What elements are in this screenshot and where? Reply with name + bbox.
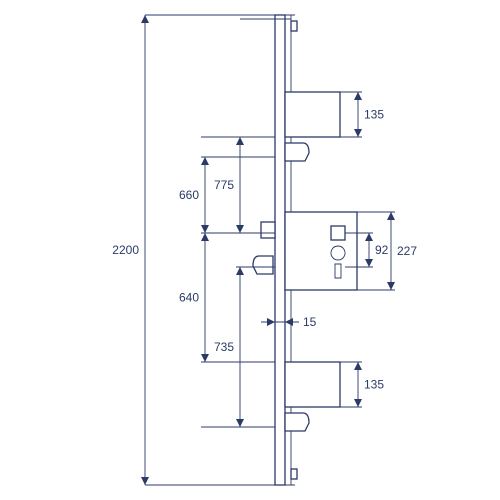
dim-label: 775 — [214, 178, 234, 192]
dim-label: 660 — [179, 188, 199, 202]
dim-label: 2200 — [112, 243, 139, 257]
dim-label: 15 — [303, 315, 317, 329]
dim-label: 92 — [375, 243, 389, 257]
dim-label: 735 — [214, 340, 234, 354]
dim-label: 135 — [364, 378, 384, 392]
dim-label: 135 — [364, 108, 384, 122]
dim-label: 640 — [179, 291, 199, 305]
dim-label: 227 — [397, 244, 417, 258]
